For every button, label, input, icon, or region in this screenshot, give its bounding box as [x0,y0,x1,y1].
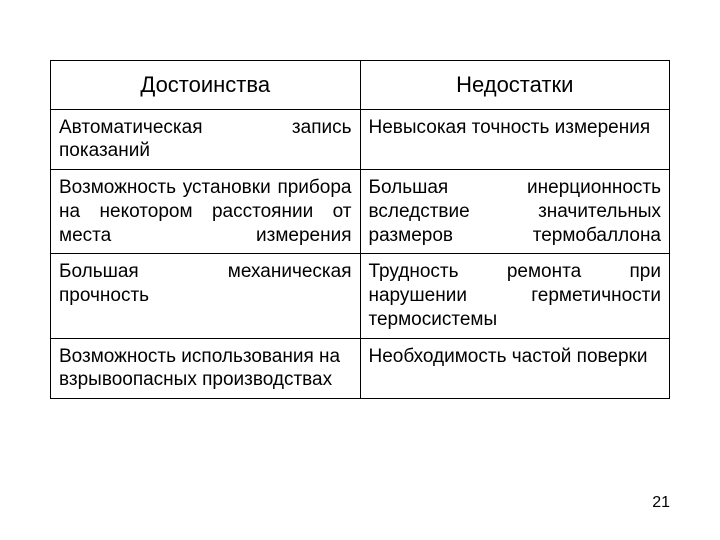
table-row: Возможность использования на взрывоопасн… [51,338,670,399]
table-header-row: Достоинства Недостатки [51,61,670,110]
cell-pros: Возможность использования на взрывоопасн… [51,338,361,399]
table-row: Возможность установки прибора на некотор… [51,170,670,254]
table-row: Большая механическая прочностьТрудность … [51,254,670,338]
cell-pros: Возможность установки прибора на некотор… [51,170,361,254]
pros-cons-table: Достоинства Недостатки Автоматическая за… [50,60,670,399]
cell-cons: Большая инерционность вследствие значите… [360,170,670,254]
header-pros: Достоинства [51,61,361,110]
cell-pros: Большая механическая прочность [51,254,361,338]
page-number: 21 [652,494,670,512]
cell-pros: Автоматическая запись показаний [51,109,361,170]
header-cons: Недостатки [360,61,670,110]
cell-cons: Невысокая точность измерения [360,109,670,170]
table-row: Автоматическая запись показанийНевысокая… [51,109,670,170]
cell-cons: Трудность ремонта при нарушении герметич… [360,254,670,338]
table-body: Автоматическая запись показанийНевысокая… [51,109,670,399]
slide-page: Достоинства Недостатки Автоматическая за… [0,0,720,540]
cell-cons: Необходимость частой поверки [360,338,670,399]
